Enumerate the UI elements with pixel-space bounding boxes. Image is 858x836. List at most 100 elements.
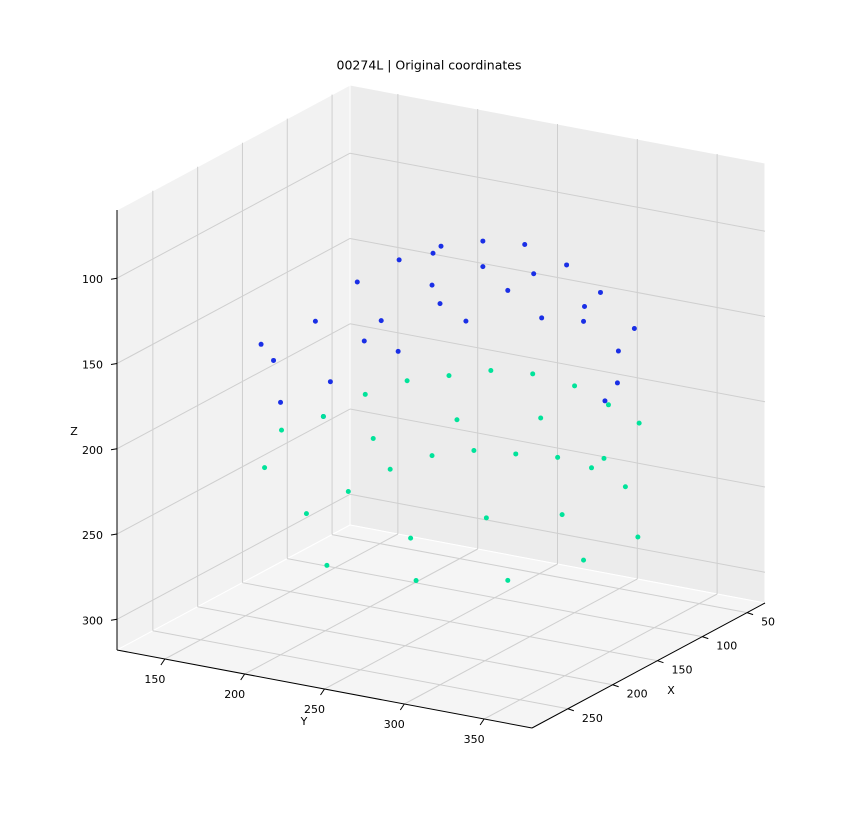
point: [636, 420, 642, 426]
grid-line: [164, 533, 399, 660]
z-tick-label: 200: [82, 444, 103, 457]
y-axis-label: Y: [300, 715, 308, 728]
point: [605, 402, 611, 408]
grid-line: [404, 578, 638, 705]
point: [370, 435, 376, 441]
x-tick: [702, 636, 709, 640]
z-tick: [110, 362, 118, 365]
point: [622, 484, 628, 490]
y-tick-label: 250: [304, 703, 325, 716]
point: [278, 399, 284, 405]
point: [589, 465, 595, 471]
point: [615, 348, 621, 354]
point: [480, 264, 486, 270]
x-axis-label: X: [667, 684, 675, 697]
x-tick-label: 200: [627, 688, 648, 701]
y-tick-label: 350: [464, 733, 485, 746]
point: [581, 318, 587, 324]
grid-line: [116, 152, 351, 279]
grid-line: [116, 408, 351, 535]
point: [582, 303, 588, 309]
grid-line: [116, 493, 351, 620]
z-axis-label: Z: [70, 425, 78, 438]
point: [601, 455, 607, 461]
point: [354, 279, 360, 285]
point: [505, 577, 511, 583]
point: [483, 515, 489, 521]
point: [327, 379, 333, 385]
point: [530, 371, 536, 377]
point: [513, 451, 519, 457]
x-tick-label: 150: [671, 664, 692, 677]
point: [559, 512, 565, 518]
z-tick-label: 100: [82, 273, 103, 286]
point: [413, 578, 419, 584]
point: [396, 257, 402, 263]
z-tick-label: 300: [82, 614, 103, 627]
z-tick-label: 150: [82, 358, 103, 371]
point: [505, 287, 511, 293]
point: [271, 357, 277, 363]
point: [471, 448, 477, 454]
point: [446, 373, 452, 379]
grid-line: [244, 548, 478, 675]
grid-line: [116, 323, 351, 450]
point: [572, 383, 578, 389]
z-tick: [110, 448, 118, 451]
y-tick: [240, 673, 246, 681]
point: [262, 465, 268, 471]
x-tick-label: 100: [716, 640, 737, 653]
point: [463, 318, 469, 324]
x-tick: [567, 708, 575, 712]
grid-line: [116, 238, 351, 364]
point: [488, 367, 494, 373]
point: [531, 271, 537, 277]
y-axis-line: [116, 649, 533, 729]
grid-line: [483, 593, 718, 720]
x-tick: [746, 612, 754, 616]
z-tick-label: 250: [82, 529, 103, 542]
point: [454, 417, 460, 423]
point: [258, 341, 264, 347]
point: [635, 534, 641, 540]
point: [303, 511, 309, 517]
y-tick: [320, 688, 325, 696]
point: [614, 380, 620, 386]
point: [395, 348, 401, 354]
point: [480, 238, 486, 244]
y-tick-label: 150: [144, 673, 165, 686]
point: [387, 466, 393, 472]
point: [404, 378, 410, 384]
point: [345, 488, 351, 494]
point: [324, 562, 330, 568]
z-tick: [110, 618, 118, 621]
y-tick: [479, 718, 485, 726]
point: [361, 338, 367, 344]
point: [408, 535, 414, 541]
point: [429, 282, 435, 288]
point: [438, 243, 444, 249]
x-tick: [612, 684, 619, 688]
y-tick-label: 300: [384, 718, 405, 731]
point: [602, 398, 608, 404]
point: [555, 454, 561, 460]
point: [430, 250, 436, 256]
grid-line: [324, 563, 558, 690]
point: [279, 427, 285, 433]
x-axis-line: [531, 602, 766, 729]
point: [522, 241, 528, 247]
point: [597, 289, 603, 295]
point: [564, 262, 570, 268]
y-tick: [160, 658, 166, 666]
chart-title: 00274L | Original coordinates: [337, 58, 522, 73]
point: [378, 318, 384, 324]
y-tick: [399, 703, 405, 711]
x-tick: [657, 660, 664, 664]
point: [437, 301, 443, 307]
point: [581, 557, 587, 563]
y-tick-label: 200: [224, 688, 245, 701]
x-tick-label: 250: [582, 712, 603, 725]
point: [429, 453, 435, 459]
